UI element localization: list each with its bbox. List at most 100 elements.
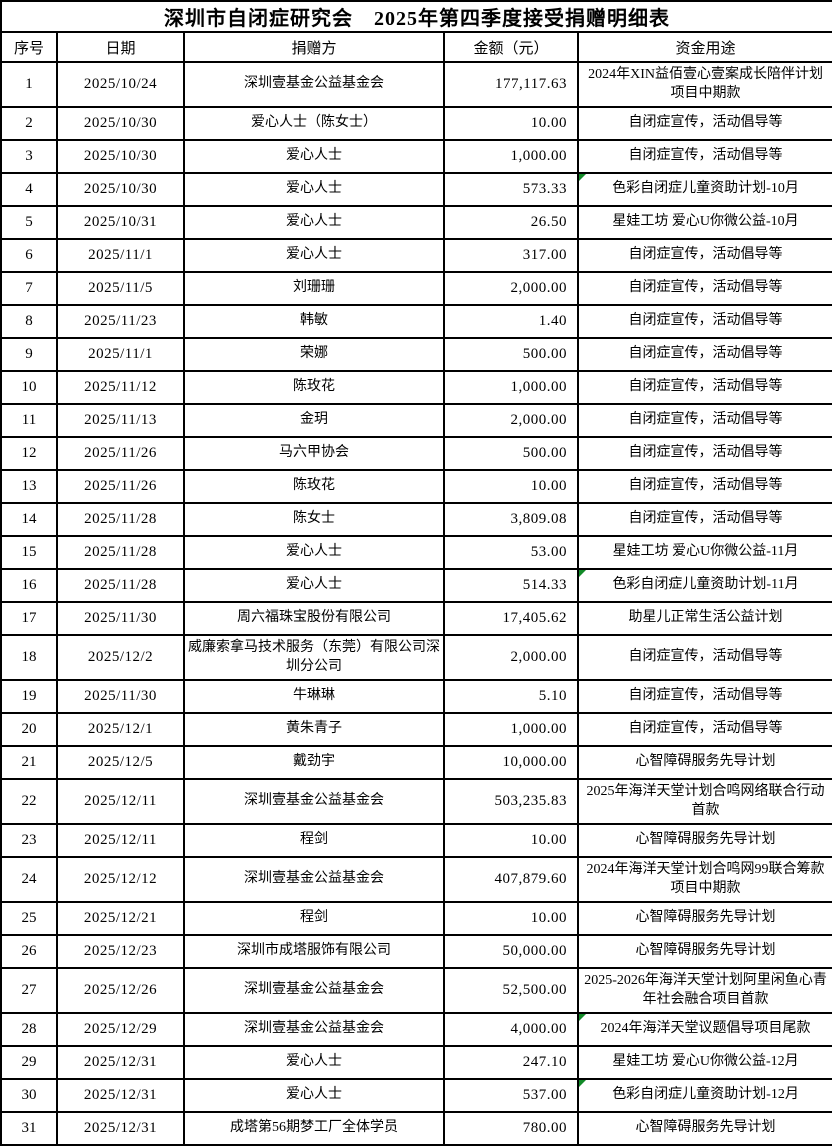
cell-date: 2025/11/23 [56,304,185,339]
cell-amount: 1.40 [443,304,579,339]
cell-serial-number: 21 [0,745,58,780]
cell-serial-number: 1 [0,61,58,108]
cell-date: 2025/11/28 [56,535,185,570]
table-row: 1 2025/10/24 深圳壹基金公益基金会 177,117.63 2024年… [0,61,832,108]
cell-amount: 5.10 [443,679,579,714]
cell-donor: 金玥 [183,403,445,438]
page-title: 深圳市自闭症研究会 2025年第四季度接受捐赠明细表 [0,0,832,33]
cell-fund-usage: 星娃工坊 爱心U你微公益-11月 [576,535,832,570]
column-header-serial-number: 序号 [0,31,58,63]
cell-amount: 573.33 [443,172,579,207]
cell-amount: 1,000.00 [443,712,579,747]
cell-fund-usage-text: 自闭症宣传，活动倡导等 [628,313,783,329]
cell-donor: 牛琳琳 [183,679,445,714]
cell-fund-usage: 心智障碍服务先导计划 [576,823,832,858]
cell-date: 2025/11/30 [56,601,185,636]
cell-fund-usage-text: 心智障碍服务先导计划 [635,943,776,959]
cell-donor: 深圳壹基金公益基金会 [183,778,445,825]
cell-date: 2025/10/31 [56,205,185,240]
cell-donor: 陈女士 [183,502,445,537]
cell-fund-usage-text: 助星儿正常生活公益计划 [628,610,783,626]
cell-date: 2025/12/31 [56,1111,185,1146]
cell-amount: 500.00 [443,337,579,372]
table-row: 7 2025/11/5 刘珊珊 2,000.00 自闭症宣传，活动倡导等 [0,271,832,306]
cell-donor: 马六甲协会 [183,436,445,471]
cell-date: 2025/12/2 [56,634,185,681]
table-row: 26 2025/12/23 深圳市成塔服饰有限公司 50,000.00 心智障碍… [0,934,832,969]
cell-fund-usage: 星娃工坊 爱心U你微公益-12月 [576,1045,832,1080]
cell-fund-usage: 心智障碍服务先导计划 [576,901,832,936]
cell-amount: 17,405.62 [443,601,579,636]
cell-date: 2025/12/31 [56,1078,185,1113]
cell-amount: 537.00 [443,1078,579,1113]
cell-amount: 500.00 [443,436,579,471]
cell-fund-usage-text: 自闭症宣传，活动倡导等 [628,478,783,494]
cell-donor: 陈玫花 [183,370,445,405]
cell-serial-number: 10 [0,370,58,405]
cell-fund-usage: 色彩自闭症儿童资助计划-12月 [576,1078,832,1113]
cell-fund-usage-text: 自闭症宣传，活动倡导等 [628,688,783,704]
cell-serial-number: 18 [0,634,58,681]
cell-serial-number: 13 [0,469,58,504]
cell-fund-usage: 自闭症宣传，活动倡导等 [576,106,832,141]
cell-donor: 爱心人士 [183,535,445,570]
cell-donor: 成塔第56期梦工厂全体学员 [183,1111,445,1146]
cell-date: 2025/12/1 [56,712,185,747]
cell-fund-usage-text: 心智障碍服务先导计划 [635,910,776,926]
cell-fund-usage-text: 2024年海洋天堂议题倡导项目尾款 [600,1021,811,1037]
cell-amount: 2,000.00 [443,634,579,681]
table-row: 11 2025/11/13 金玥 2,000.00 自闭症宣传，活动倡导等 [0,403,832,438]
cell-fund-usage-text: 自闭症宣传，活动倡导等 [628,412,783,428]
cell-fund-usage: 自闭症宣传，活动倡导等 [576,271,832,306]
cell-fund-usage-text: 自闭症宣传，活动倡导等 [628,148,783,164]
cell-fund-usage: 自闭症宣传，活动倡导等 [576,238,832,273]
cell-date: 2025/12/5 [56,745,185,780]
cell-amount: 10,000.00 [443,745,579,780]
cell-serial-number: 5 [0,205,58,240]
cell-serial-number: 31 [0,1111,58,1146]
cell-donor: 深圳壹基金公益基金会 [183,61,445,108]
table-row: 21 2025/12/5 戴劲宇 10,000.00 心智障碍服务先导计划 [0,745,832,780]
table-row: 30 2025/12/31 爱心人士 537.00 色彩自闭症儿童资助计划-12… [0,1078,832,1113]
cell-fund-usage-text: 自闭症宣传，活动倡导等 [628,649,783,665]
column-header-date: 日期 [56,31,185,63]
cell-fund-usage-text: 自闭症宣传，活动倡导等 [628,247,783,263]
cell-date: 2025/12/23 [56,934,185,969]
cell-fund-usage-text: 星娃工坊 爱心U你微公益-12月 [612,1054,799,1070]
cell-fund-usage: 色彩自闭症儿童资助计划-11月 [576,568,832,603]
table-row: 5 2025/10/31 爱心人士 26.50 星娃工坊 爱心U你微公益-10月 [0,205,832,240]
cell-fund-usage-text: 自闭症宣传，活动倡导等 [628,511,783,527]
cell-amount: 10.00 [443,901,579,936]
cell-date: 2025/11/26 [56,436,185,471]
cell-fund-usage-text: 色彩自闭症儿童资助计划-10月 [612,181,799,197]
cell-amount: 514.33 [443,568,579,603]
cell-date: 2025/12/31 [56,1045,185,1080]
cell-serial-number: 3 [0,139,58,174]
cell-fund-usage-text: 自闭症宣传，活动倡导等 [628,346,783,362]
cell-fund-usage-text: 自闭症宣传，活动倡导等 [628,280,783,296]
table-row: 31 2025/12/31 成塔第56期梦工厂全体学员 780.00 心智障碍服… [0,1111,832,1146]
cell-serial-number: 20 [0,712,58,747]
cell-date: 2025/11/1 [56,238,185,273]
cell-serial-number: 12 [0,436,58,471]
cell-date: 2025/12/11 [56,823,185,858]
cell-date: 2025/12/29 [56,1012,185,1047]
table-row: 4 2025/10/30 爱心人士 573.33 色彩自闭症儿童资助计划-10月 [0,172,832,207]
cell-serial-number: 17 [0,601,58,636]
cell-error-indicator-icon [580,1015,586,1021]
cell-fund-usage: 2024年XIN益佰壹心壹案成长陪伴计划项目中期款 [576,61,832,108]
table-row: 14 2025/11/28 陈女士 3,809.08 自闭症宣传，活动倡导等 [0,502,832,537]
cell-fund-usage: 自闭症宣传，活动倡导等 [576,337,832,372]
cell-fund-usage: 自闭症宣传，活动倡导等 [576,679,832,714]
cell-serial-number: 14 [0,502,58,537]
table-row: 22 2025/12/11 深圳壹基金公益基金会 503,235.83 2025… [0,778,832,825]
cell-donor: 爱心人士 [183,1078,445,1113]
cell-fund-usage-text: 2024年XIN益佰壹心壹案成长陪伴计划项目中期款 [588,66,823,101]
column-header-fund-usage: 资金用途 [576,31,832,63]
cell-amount: 10.00 [443,106,579,141]
cell-serial-number: 19 [0,679,58,714]
table-row: 2 2025/10/30 爱心人士（陈女士） 10.00 自闭症宣传，活动倡导等 [0,106,832,141]
cell-fund-usage: 自闭症宣传，活动倡导等 [576,469,832,504]
